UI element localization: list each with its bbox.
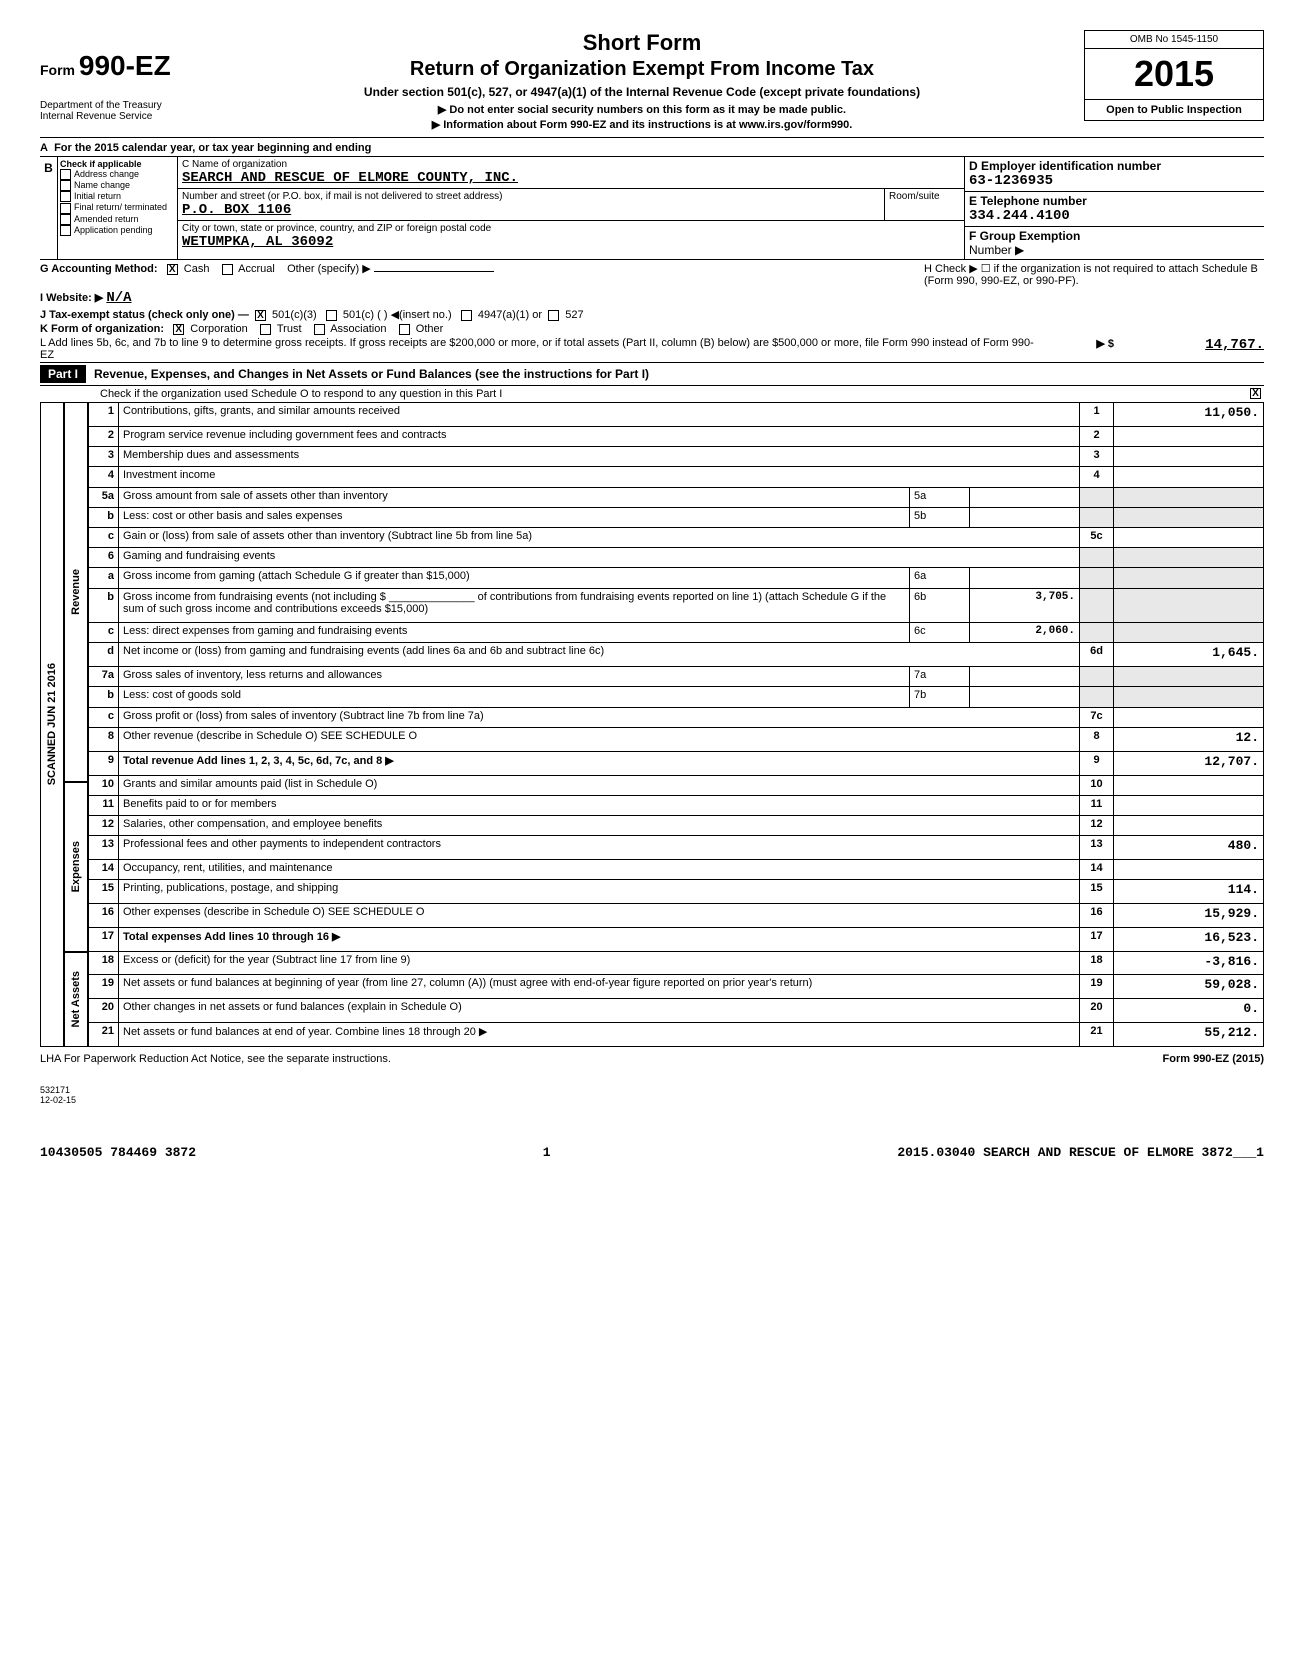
- bottom-line: 10430505 784469 3872 1 2015.03040 SEARCH…: [40, 1145, 1264, 1160]
- bottom-right: 2015.03040 SEARCH AND RESCUE OF ELMORE 3…: [897, 1145, 1264, 1160]
- org-name-label: C Name of organization: [182, 159, 960, 170]
- netassets-label: Net Assets: [70, 971, 82, 1027]
- line-13-amt: 480.: [1114, 836, 1264, 860]
- software-code: 532171 12-02-15: [40, 1085, 1264, 1105]
- warn-2: ▶ Information about Form 990-EZ and its …: [210, 118, 1074, 131]
- phone-value: 334.244.4100: [969, 208, 1260, 224]
- form-header: Form 990-EZ Department of the Treasury I…: [40, 30, 1264, 133]
- line-j: J Tax-exempt status (check only one) — X…: [40, 307, 1264, 322]
- org-city: WETUMPKA, AL 36092: [182, 234, 960, 250]
- line-a: A For the 2015 calendar year, or tax yea…: [40, 140, 1264, 156]
- financial-section: SCANNED JUN 21 2016 Revenue Expenses Net…: [40, 402, 1264, 1047]
- lha-notice: LHA For Paperwork Reduction Act Notice, …: [40, 1053, 391, 1065]
- page-number: 1: [543, 1145, 551, 1160]
- ein-label: D Employer identification number: [969, 159, 1260, 173]
- line-16-amt: 15,929.: [1114, 904, 1264, 928]
- line-k: K Form of organization: X Corporation Tr…: [40, 322, 1264, 336]
- org-address: P.O. BOX 1106: [182, 202, 880, 218]
- schedule-o-check[interactable]: X: [1250, 388, 1261, 399]
- form-footer: Form 990-EZ (2015): [1163, 1053, 1264, 1065]
- financial-table: 1Contributions, gifts, grants, and simil…: [88, 402, 1264, 1047]
- year-box: OMB No 1545-1150 2015 Open to Public Ins…: [1084, 30, 1264, 121]
- city-label: City or town, state or province, country…: [182, 223, 960, 234]
- line-15-amt: 114.: [1114, 880, 1264, 904]
- room-label: Room/suite: [884, 189, 964, 220]
- line-9-amt: 12,707.: [1114, 751, 1264, 775]
- line-18-amt: -3,816.: [1114, 951, 1264, 975]
- title-block: Short Form Return of Organization Exempt…: [200, 30, 1084, 133]
- line-g-h: G Accounting Method: X Cash Accrual Othe…: [40, 260, 1264, 289]
- line-8-amt: 12.: [1114, 727, 1264, 751]
- subtitle: Under section 501(c), 527, or 4947(a)(1)…: [210, 85, 1074, 99]
- line-20-amt: 0.: [1114, 999, 1264, 1023]
- gross-receipts: 14,767.: [1114, 337, 1264, 361]
- line-6c-val: 2,060.: [970, 623, 1080, 643]
- form-number: Form 990-EZ: [40, 50, 200, 82]
- omb-number: OMB No 1545-1150: [1085, 31, 1263, 49]
- line-19-amt: 59,028.: [1114, 975, 1264, 999]
- line-17-amt: 16,523.: [1114, 927, 1264, 951]
- ein-value: 63-1236935: [969, 173, 1260, 189]
- bottom-left: 10430505 784469 3872: [40, 1145, 196, 1160]
- org-name: SEARCH AND RESCUE OF ELMORE COUNTY, INC.: [182, 170, 960, 186]
- line-6b-val: 3,705.: [970, 588, 1080, 623]
- group-ex-label: F Group Exemption: [969, 229, 1080, 243]
- main-title: Return of Organization Exempt From Incom…: [210, 58, 1074, 81]
- line-l: L Add lines 5b, 6c, and 7b to line 9 to …: [40, 336, 1264, 362]
- org-info-block: B Check if applicable Address change Nam…: [40, 156, 1264, 260]
- part-i-header: Part I Revenue, Expenses, and Changes in…: [40, 362, 1264, 386]
- group-ex-num: Number ▶: [969, 243, 1024, 257]
- scanned-stamp: SCANNED JUN 21 2016: [46, 663, 58, 785]
- check-if-label: Check if applicable: [60, 159, 175, 169]
- line-21-amt: 55,212.: [1114, 1023, 1264, 1047]
- dept-block: Department of the Treasury Internal Reve…: [40, 100, 200, 122]
- line-i: I Website: ▶ N/A: [40, 289, 1264, 307]
- page-footer: LHA For Paperwork Reduction Act Notice, …: [40, 1053, 1264, 1065]
- line-1-amt: 11,050.: [1114, 403, 1264, 427]
- short-form-title: Short Form: [210, 30, 1074, 56]
- warn-1: ▶ Do not enter social security numbers o…: [210, 103, 1074, 116]
- part-i-check: Check if the organization used Schedule …: [40, 386, 1264, 402]
- phone-label: E Telephone number: [969, 194, 1260, 208]
- revenue-label: Revenue: [70, 569, 82, 615]
- open-public: Open to Public Inspection: [1085, 99, 1263, 120]
- expenses-label: Expenses: [70, 841, 82, 892]
- tax-year: 2015: [1085, 49, 1263, 99]
- line-6d-amt: 1,645.: [1114, 643, 1264, 667]
- addr-label: Number and street (or P.O. box, if mail …: [182, 191, 880, 202]
- line-h: H Check ▶ ☐ if the organization is not r…: [924, 262, 1264, 287]
